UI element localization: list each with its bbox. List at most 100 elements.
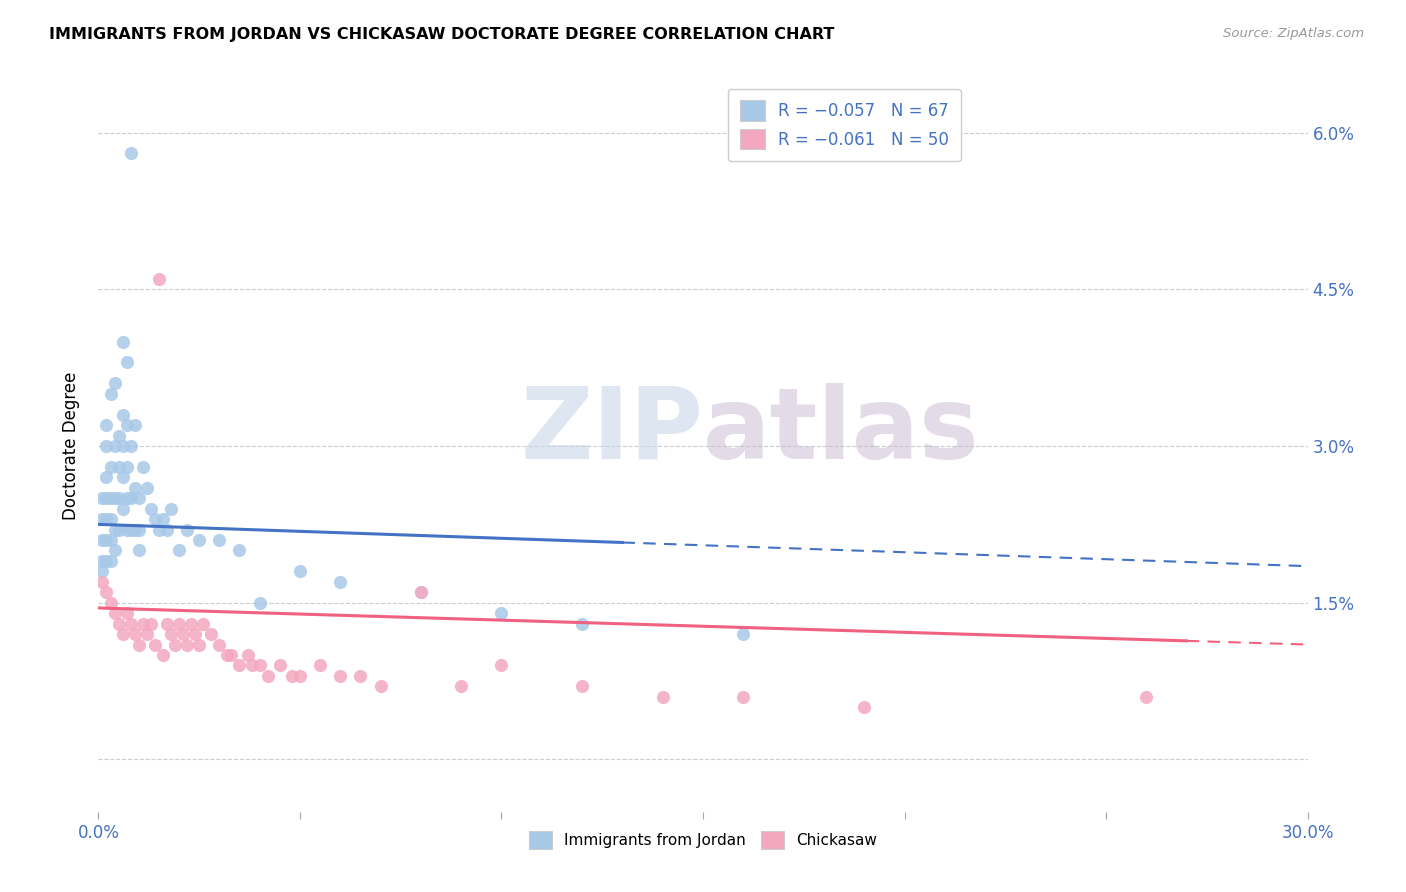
Point: [156, 616, 179, 631]
Point: [91, 491, 114, 506]
Point: [128, 523, 150, 537]
Point: [491, 658, 513, 673]
Point: [132, 616, 155, 631]
Point: [111, 501, 134, 516]
Point: [111, 627, 134, 641]
Point: [208, 533, 231, 547]
Point: [100, 512, 122, 526]
Point: [120, 491, 142, 506]
Point: [111, 439, 134, 453]
Y-axis label: Doctorate Degree: Doctorate Degree: [62, 372, 80, 520]
Point: [148, 272, 170, 286]
Point: [240, 658, 263, 673]
Point: [176, 638, 198, 652]
Point: [96, 470, 118, 484]
Point: [491, 606, 513, 620]
Point: [221, 648, 243, 662]
Point: [571, 616, 593, 631]
Point: [120, 146, 142, 161]
Point: [107, 491, 129, 506]
Point: [100, 533, 122, 547]
Point: [103, 543, 125, 558]
Point: [143, 512, 166, 526]
Point: [409, 585, 432, 599]
Point: [450, 679, 472, 693]
Point: [152, 648, 174, 662]
Point: [91, 565, 114, 579]
Point: [288, 669, 311, 683]
Point: [135, 627, 157, 641]
Point: [167, 616, 190, 631]
Text: atlas: atlas: [703, 383, 980, 480]
Point: [143, 638, 166, 652]
Point: [180, 616, 202, 631]
Point: [100, 554, 122, 568]
Point: [91, 512, 114, 526]
Point: [135, 481, 157, 495]
Point: [176, 523, 198, 537]
Point: [91, 533, 114, 547]
Point: [115, 459, 138, 474]
Point: [120, 439, 142, 453]
Point: [96, 439, 118, 453]
Point: [152, 512, 174, 526]
Point: [281, 669, 304, 683]
Point: [115, 491, 138, 506]
Point: [148, 523, 170, 537]
Point: [733, 690, 755, 704]
Point: [160, 501, 183, 516]
Point: [249, 658, 271, 673]
Point: [217, 648, 239, 662]
Point: [96, 418, 118, 433]
Point: [103, 491, 125, 506]
Point: [103, 523, 125, 537]
Point: [107, 523, 129, 537]
Point: [139, 616, 162, 631]
Point: [188, 638, 211, 652]
Point: [160, 627, 183, 641]
Point: [100, 596, 122, 610]
Point: [115, 606, 138, 620]
Point: [115, 418, 138, 433]
Point: [236, 648, 259, 662]
Point: [100, 459, 122, 474]
Point: [208, 638, 231, 652]
Point: [107, 428, 129, 442]
Point: [124, 418, 146, 433]
Point: [167, 543, 190, 558]
Point: [91, 574, 114, 589]
Point: [96, 533, 118, 547]
Point: [733, 627, 755, 641]
Point: [111, 408, 134, 422]
Point: [329, 574, 352, 589]
Point: [96, 585, 118, 599]
Point: [193, 616, 215, 631]
Point: [103, 606, 125, 620]
Text: Source: ZipAtlas.com: Source: ZipAtlas.com: [1223, 27, 1364, 40]
Point: [651, 690, 673, 704]
Point: [188, 533, 211, 547]
Point: [100, 491, 122, 506]
Point: [111, 470, 134, 484]
Point: [163, 638, 186, 652]
Point: [309, 658, 332, 673]
Point: [120, 523, 142, 537]
Point: [91, 554, 114, 568]
Point: [124, 523, 146, 537]
Point: [172, 627, 194, 641]
Point: [107, 459, 129, 474]
Point: [115, 355, 138, 369]
Text: ZIP: ZIP: [520, 383, 703, 480]
Point: [103, 439, 125, 453]
Point: [256, 669, 278, 683]
Text: IMMIGRANTS FROM JORDAN VS CHICKASAW DOCTORATE DEGREE CORRELATION CHART: IMMIGRANTS FROM JORDAN VS CHICKASAW DOCT…: [49, 27, 835, 42]
Point: [96, 554, 118, 568]
Point: [124, 481, 146, 495]
Point: [107, 616, 129, 631]
Point: [329, 669, 352, 683]
Point: [139, 501, 162, 516]
Point: [269, 658, 291, 673]
Point: [128, 491, 150, 506]
Point: [156, 523, 179, 537]
Point: [132, 459, 155, 474]
